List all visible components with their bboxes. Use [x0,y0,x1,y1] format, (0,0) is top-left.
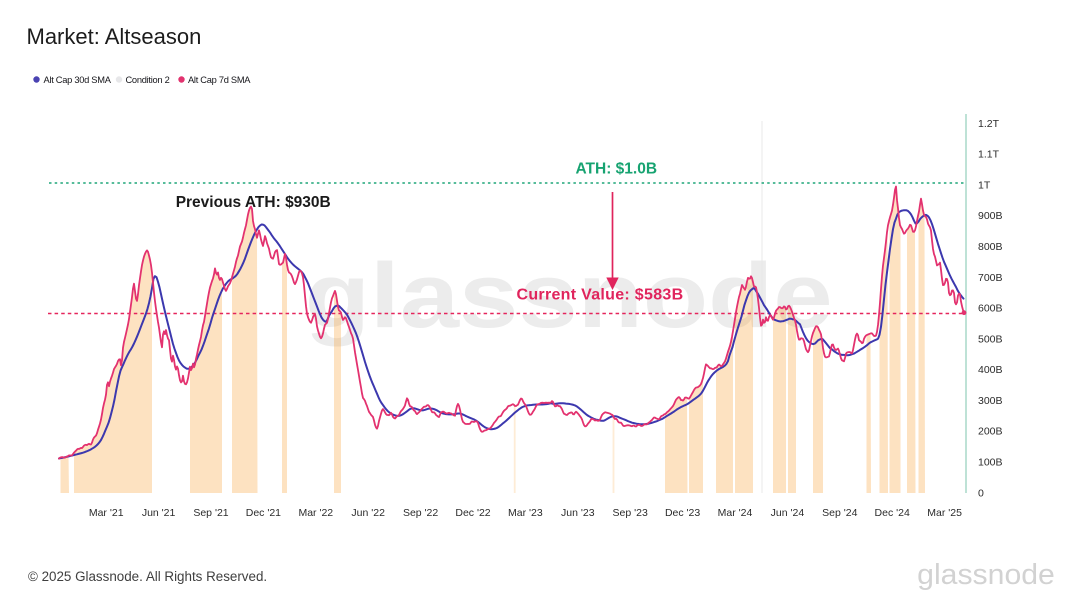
svg-text:Dec '24: Dec '24 [875,507,910,519]
svg-text:glassnode: glassnode [917,559,1055,591]
svg-text:Jun '23: Jun '23 [561,507,595,519]
svg-text:Mar '24: Mar '24 [718,507,753,519]
svg-text:0: 0 [978,487,984,499]
svg-text:300B: 300B [978,395,1003,407]
svg-text:Sep '22: Sep '22 [403,507,438,519]
svg-text:900B: 900B [978,210,1003,222]
svg-text:© 2025 Glassnode. All Rights R: © 2025 Glassnode. All Rights Reserved. [28,569,267,584]
svg-text:Jun '24: Jun '24 [771,507,805,519]
svg-text:Dec '21: Dec '21 [246,507,281,519]
svg-text:800B: 800B [978,241,1003,253]
svg-text:400B: 400B [978,364,1003,376]
svg-text:Mar '25: Mar '25 [927,507,962,519]
svg-text:Mar '22: Mar '22 [298,507,333,519]
svg-text:1T: 1T [978,179,991,191]
svg-text:Alt Cap 30d SMA: Alt Cap 30d SMA [44,75,112,85]
svg-text:500B: 500B [978,333,1003,345]
svg-text:Current Value: $583B: Current Value: $583B [517,287,684,304]
svg-text:Dec '22: Dec '22 [455,507,490,519]
svg-text:Sep '23: Sep '23 [613,507,648,519]
svg-text:Jun '21: Jun '21 [142,507,176,519]
svg-text:1.1T: 1.1T [978,149,1000,161]
svg-text:glassnode: glassnode [305,245,833,347]
svg-text:700B: 700B [978,272,1003,284]
svg-text:100B: 100B [978,457,1003,469]
svg-text:Sep '21: Sep '21 [193,507,228,519]
svg-text:Sep '24: Sep '24 [822,507,857,519]
svg-text:Condition 2: Condition 2 [126,75,170,85]
svg-text:600B: 600B [978,303,1003,315]
svg-text:Dec '23: Dec '23 [665,507,700,519]
svg-text:Alt Cap 7d SMA: Alt Cap 7d SMA [188,75,251,85]
svg-text:1.2T: 1.2T [978,118,1000,130]
svg-text:Market: Altseason: Market: Altseason [27,24,202,49]
svg-text:ATH: $1.0B: ATH: $1.0B [576,161,658,178]
svg-text:200B: 200B [978,426,1003,438]
svg-text:Mar '23: Mar '23 [508,507,543,519]
svg-text:Mar '21: Mar '21 [89,507,124,519]
svg-text:Previous ATH: $930B: Previous ATH: $930B [176,194,331,211]
svg-text:Jun '22: Jun '22 [351,507,385,519]
